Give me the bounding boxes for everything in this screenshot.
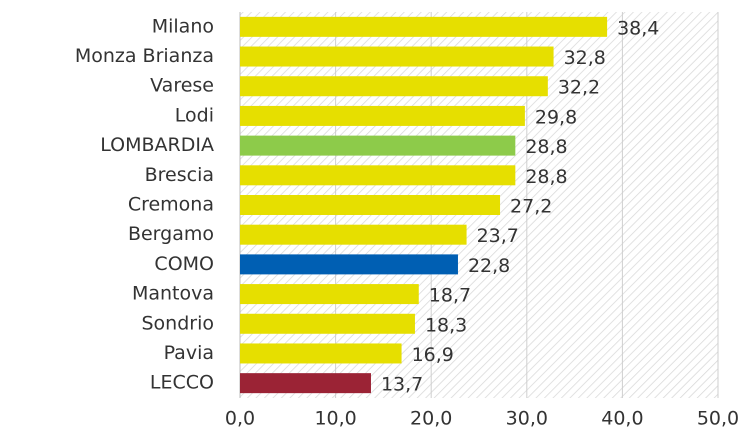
x-tick-label: 40,0: [601, 408, 643, 430]
bar: [240, 135, 516, 156]
x-tick-label: 10,0: [314, 408, 356, 430]
bar: [240, 195, 501, 215]
y-tick-label: Mantova: [132, 283, 214, 305]
value-label: 27,2: [510, 196, 552, 218]
value-label: 32,2: [558, 77, 600, 99]
value-label: 16,9: [412, 344, 454, 366]
bar: [240, 224, 467, 245]
bar: [240, 105, 525, 126]
y-tick-label: Sondrio: [141, 312, 214, 334]
y-tick-label: Milano: [152, 15, 214, 37]
x-tick-label: 50,0: [697, 408, 739, 430]
bar: [240, 254, 458, 275]
bar: [240, 165, 516, 186]
y-tick-label: Lodi: [175, 104, 214, 126]
x-tick-label: 0,0: [225, 408, 255, 430]
value-label: 38,4: [617, 17, 659, 39]
value-label: 32,8: [564, 47, 606, 69]
y-tick-label: Cremona: [128, 194, 214, 216]
value-label: 29,8: [535, 106, 577, 128]
y-tick-label: Monza Brianza: [75, 45, 214, 67]
bar: [240, 284, 419, 305]
y-tick-label: Varese: [150, 75, 214, 97]
value-label: 23,7: [477, 225, 519, 247]
value-label: 28,8: [525, 136, 567, 158]
bar: [240, 343, 402, 364]
y-tick-label: COMO: [154, 253, 214, 275]
bar: [240, 46, 554, 67]
y-tick-label: Brescia: [145, 164, 214, 186]
bar: [240, 16, 608, 37]
value-label: 13,7: [381, 374, 423, 396]
bar: [240, 76, 548, 97]
y-tick-label: Pavia: [164, 342, 214, 364]
bar: [240, 373, 371, 394]
value-label: 22,8: [468, 255, 510, 277]
bar: [240, 313, 415, 334]
x-tick-label: 30,0: [506, 408, 548, 430]
value-label: 18,7: [429, 285, 471, 307]
value-label: 18,3: [425, 314, 467, 336]
y-tick-label: Bergamo: [128, 223, 214, 245]
value-label: 28,8: [525, 166, 567, 188]
x-tick-label: 20,0: [410, 408, 452, 430]
y-tick-label: LOMBARDIA: [100, 134, 214, 156]
y-tick-label: LECCO: [150, 372, 214, 394]
